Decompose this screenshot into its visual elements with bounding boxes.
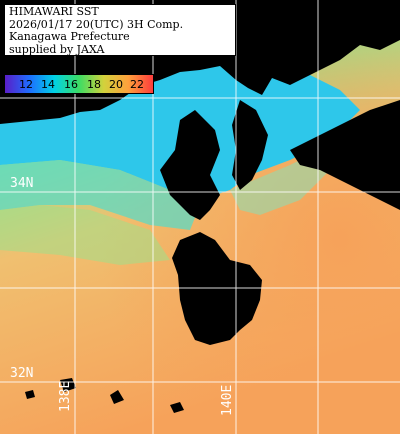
islet-1 [195, 180, 208, 192]
lat-label-34n: 34N [10, 176, 34, 191]
islet-5 [25, 390, 35, 399]
legend-label-16: 16 [64, 78, 78, 91]
title-box: HIMAWARI SST 2026/01/17 20(UTC) 3H Comp.… [4, 4, 236, 56]
cool-water-band [0, 160, 200, 230]
title-line-1: HIMAWARI SST [9, 5, 99, 18]
legend-label-14: 14 [41, 78, 55, 91]
title-line-3: Kanagawa Prefecture [9, 30, 130, 43]
legend-label-12: 12 [19, 78, 33, 91]
legend-label-18: 18 [87, 78, 101, 91]
mild-water-band [0, 205, 170, 265]
boso-east [290, 100, 400, 210]
lon-label-140e: 140E [220, 384, 235, 416]
lat-label-32n: 32N [10, 366, 34, 381]
title-line-2: 2026/01/17 20(UTC) 3H Comp. [9, 17, 184, 31]
temperature-legend: 12 14 16 18 20 22 [4, 74, 154, 94]
islet-4 [170, 402, 184, 413]
islet-3 [110, 390, 124, 404]
lon-label-138e: 138E [58, 380, 73, 412]
miura-peninsula [232, 100, 268, 190]
legend-label-22: 22 [130, 78, 144, 91]
title-line-4: supplied by JAXA [9, 42, 105, 56]
legend-label-20: 20 [109, 78, 123, 91]
